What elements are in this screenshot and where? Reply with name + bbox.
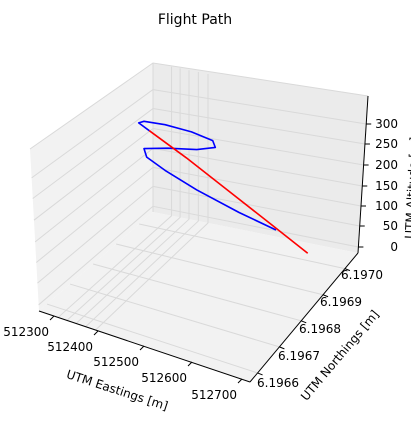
grid-line-x bbox=[75, 70, 190, 324]
grid-line-y bbox=[92, 263, 302, 322]
grid-line-x bbox=[66, 68, 181, 321]
grid-line-z bbox=[152, 147, 363, 187]
pane-edges bbox=[29, 62, 369, 212]
pane-back bbox=[153, 63, 368, 253]
y-tick-mark bbox=[344, 268, 351, 272]
grid-line-x bbox=[95, 73, 209, 331]
z-tick-label: 150 bbox=[375, 179, 398, 193]
y-tick-label: 6.1968 bbox=[299, 322, 341, 336]
grid-line-z-side bbox=[37, 185, 154, 284]
grid-line-z-side bbox=[33, 128, 154, 221]
grid-line-z-side bbox=[38, 205, 154, 306]
y-axis-line bbox=[249, 252, 359, 383]
y-tick-label: 6.1966 bbox=[257, 376, 299, 390]
y-tick-label: 6.1967 bbox=[278, 349, 320, 363]
z-axis-line bbox=[357, 95, 369, 254]
x-tick-label: 512600 bbox=[141, 371, 187, 385]
grid-line-x bbox=[85, 72, 199, 328]
y-tick-label: 6.1970 bbox=[341, 268, 383, 282]
grid-line-y bbox=[116, 243, 324, 296]
grid-lines bbox=[31, 66, 367, 374]
x-tick-mark bbox=[49, 315, 55, 321]
grid-line-y bbox=[139, 223, 346, 270]
chart-title: Flight Path bbox=[158, 12, 232, 28]
x-tick-mark bbox=[237, 378, 243, 384]
x-tick-mark bbox=[139, 345, 145, 351]
grid-line-z bbox=[152, 89, 367, 125]
grid-line-y bbox=[69, 283, 280, 348]
series-line-0 bbox=[137, 120, 277, 231]
grid-line-z-side bbox=[35, 167, 154, 263]
z-tick-label: 200 bbox=[375, 158, 398, 172]
pane-left bbox=[30, 63, 153, 311]
x-axis-line bbox=[38, 310, 251, 383]
x-tick-label: 512400 bbox=[47, 340, 93, 354]
grid-line-z bbox=[152, 205, 359, 248]
z-axis-label: UTM Altitude [m] bbox=[402, 136, 411, 239]
x-tick-label: 512700 bbox=[191, 388, 237, 402]
z-tick-label: 0 bbox=[390, 240, 398, 254]
z-tick-label: 50 bbox=[383, 219, 398, 233]
grid-line-z-side bbox=[32, 108, 154, 199]
y-tick-mark bbox=[322, 294, 329, 298]
grid-line-z bbox=[152, 127, 364, 166]
x-tick-mark bbox=[187, 361, 193, 367]
grid-line-z bbox=[152, 108, 366, 145]
grid-line-z-side bbox=[34, 148, 154, 243]
series-group bbox=[137, 120, 309, 254]
grid-line-z-side bbox=[31, 89, 154, 179]
y-tick-mark bbox=[279, 346, 285, 350]
grid-line-z bbox=[152, 185, 360, 227]
grid-line-z bbox=[152, 166, 362, 207]
z-tick-label: 100 bbox=[375, 199, 398, 213]
x-tick-mark bbox=[93, 330, 99, 336]
x-tick-label: 512500 bbox=[93, 355, 139, 369]
z-tick-label: 300 bbox=[375, 117, 398, 131]
z-tick-label: 250 bbox=[375, 137, 398, 151]
y-tick-label: 6.1969 bbox=[320, 295, 362, 309]
x-tick-label: 512300 bbox=[3, 325, 49, 339]
grid-line-x bbox=[57, 66, 173, 318]
y-tick-mark bbox=[301, 320, 307, 324]
y-tick-mark bbox=[257, 372, 263, 376]
grid-line-y bbox=[46, 303, 258, 374]
series-line-1 bbox=[148, 130, 309, 254]
